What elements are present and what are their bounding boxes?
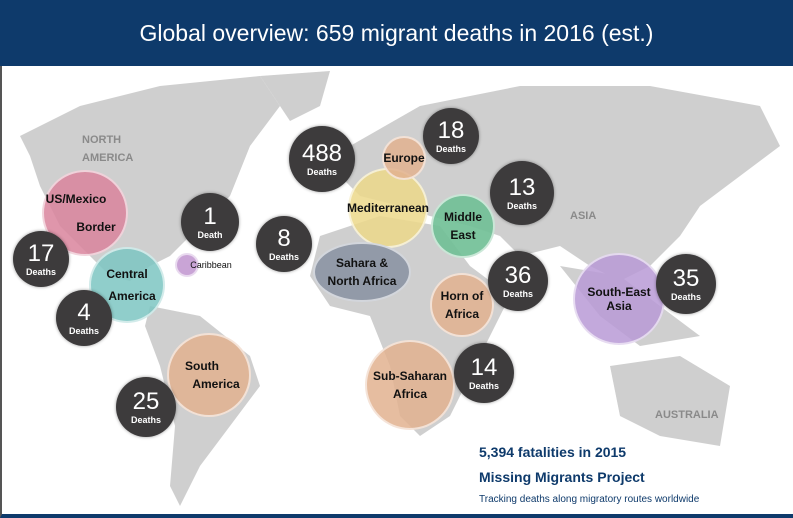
tagline: Tracking deaths along migratory routes w… [479,494,700,505]
deaths-bubble-caribbean: 1 Death [181,193,239,251]
deaths-bubble-south-america: 25 Deaths [116,377,176,437]
header-title: Global overview: 659 migrant deaths in 2… [0,0,793,66]
fatalities-2015: 5,394 fatalities in 2015 [479,444,627,460]
region-caribbean[interactable]: Caribbean [175,253,232,277]
region-sub-saharan-africa[interactable]: Sub-Saharan Africa [365,340,455,430]
region-europe[interactable]: Europe [382,136,426,180]
deaths-bubble-europe: 18 Deaths [423,108,479,164]
deaths-bubble-horn-of-africa: 36 Deaths [488,251,548,311]
deaths-bubble-sub-saharan: 14 Deaths [454,343,514,403]
map-frame [0,66,793,518]
label-australia: AUSTRALIA [655,409,719,421]
land-australia [610,356,730,446]
region-south-america[interactable]: South America [167,333,251,417]
deaths-bubble-south-east-asia: 35 Deaths [656,254,716,314]
region-south-east-asia[interactable]: South-East Asia [573,253,665,345]
project-name: Missing Migrants Project [479,469,645,485]
region-mediterranean[interactable]: Mediterranean [347,168,429,248]
region-horn-of-africa[interactable]: Horn of Africa [430,273,494,337]
region-central-america[interactable]: Central America [89,247,165,323]
deaths-bubble-middle-east: 13 Deaths [490,161,554,225]
deaths-bubble-central-america: 4 Deaths [56,290,112,346]
deaths-bubble-us-mexico: 17 Deaths [13,231,69,287]
label-asia: ASIA [570,210,597,222]
land-greenland [260,71,330,121]
region-us-mexico-border[interactable]: US/Mexico Border [42,170,128,256]
deaths-bubble-mediterranean: 488 Deaths [289,126,355,192]
region-middle-east[interactable]: Middle East [431,194,495,258]
label-north-america: NORTH AMERICA [82,134,134,164]
deaths-bubble-sahara: 8 Deaths [256,216,312,272]
region-sahara-north-africa[interactable]: Sahara & North Africa [313,242,411,302]
